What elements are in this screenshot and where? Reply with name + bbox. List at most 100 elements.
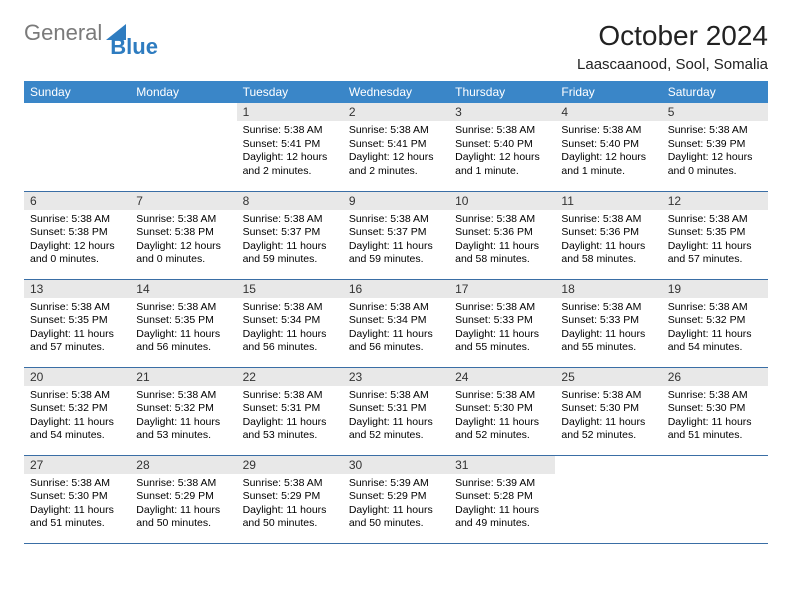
logo-text-blue: Blue [110,34,158,60]
sunrise-line: Sunrise: 5:38 AM [243,124,337,138]
sunrise-line: Sunrise: 5:38 AM [561,124,655,138]
calendar-cell: 20Sunrise: 5:38 AMSunset: 5:32 PMDayligh… [24,367,130,455]
calendar-cell: 13Sunrise: 5:38 AMSunset: 5:35 PMDayligh… [24,279,130,367]
sunrise-line: Sunrise: 5:38 AM [561,213,655,227]
sunset-line: Sunset: 5:40 PM [561,138,655,152]
day-body: Sunrise: 5:38 AMSunset: 5:41 PMDaylight:… [343,121,449,185]
daylight-line: Daylight: 11 hours and 52 minutes. [349,416,443,443]
day-body: Sunrise: 5:38 AMSunset: 5:40 PMDaylight:… [555,121,661,185]
weekday-header: Monday [130,81,236,103]
weekday-header: Wednesday [343,81,449,103]
sunset-line: Sunset: 5:37 PM [349,226,443,240]
sunset-line: Sunset: 5:33 PM [561,314,655,328]
sunset-line: Sunset: 5:32 PM [136,402,230,416]
sunrise-line: Sunrise: 5:38 AM [455,124,549,138]
daylight-line: Daylight: 11 hours and 56 minutes. [136,328,230,355]
calendar-cell: 3Sunrise: 5:38 AMSunset: 5:40 PMDaylight… [449,103,555,191]
daylight-line: Daylight: 12 hours and 0 minutes. [30,240,124,267]
sunrise-line: Sunrise: 5:38 AM [455,389,549,403]
calendar-cell [130,103,236,191]
day-number: 16 [343,280,449,298]
day-number: 2 [343,103,449,121]
sunset-line: Sunset: 5:40 PM [455,138,549,152]
daylight-line: Daylight: 12 hours and 1 minute. [455,151,549,178]
sunset-line: Sunset: 5:31 PM [349,402,443,416]
sunset-line: Sunset: 5:30 PM [455,402,549,416]
calendar-cell: 21Sunrise: 5:38 AMSunset: 5:32 PMDayligh… [130,367,236,455]
sunrise-line: Sunrise: 5:38 AM [243,213,337,227]
daylight-line: Daylight: 11 hours and 55 minutes. [561,328,655,355]
sunrise-line: Sunrise: 5:38 AM [243,389,337,403]
daylight-line: Daylight: 11 hours and 58 minutes. [455,240,549,267]
day-body: Sunrise: 5:38 AMSunset: 5:30 PMDaylight:… [24,474,130,538]
sunrise-line: Sunrise: 5:38 AM [136,389,230,403]
sunrise-line: Sunrise: 5:38 AM [561,301,655,315]
sunset-line: Sunset: 5:36 PM [561,226,655,240]
calendar-row: 20Sunrise: 5:38 AMSunset: 5:32 PMDayligh… [24,367,768,455]
calendar-cell: 27Sunrise: 5:38 AMSunset: 5:30 PMDayligh… [24,455,130,543]
logo: General Blue [24,20,158,46]
sunset-line: Sunset: 5:30 PM [668,402,762,416]
day-number: 11 [555,192,661,210]
sunrise-line: Sunrise: 5:38 AM [30,301,124,315]
sunrise-line: Sunrise: 5:38 AM [349,301,443,315]
sunset-line: Sunset: 5:37 PM [243,226,337,240]
day-number: 28 [130,456,236,474]
daylight-line: Daylight: 11 hours and 50 minutes. [136,504,230,531]
day-number: 25 [555,368,661,386]
calendar-cell: 30Sunrise: 5:39 AMSunset: 5:29 PMDayligh… [343,455,449,543]
daylight-line: Daylight: 11 hours and 59 minutes. [349,240,443,267]
daylight-line: Daylight: 11 hours and 51 minutes. [30,504,124,531]
day-body: Sunrise: 5:38 AMSunset: 5:40 PMDaylight:… [449,121,555,185]
weekday-header: Thursday [449,81,555,103]
calendar-cell: 28Sunrise: 5:38 AMSunset: 5:29 PMDayligh… [130,455,236,543]
sunset-line: Sunset: 5:35 PM [30,314,124,328]
sunset-line: Sunset: 5:34 PM [349,314,443,328]
day-number: 30 [343,456,449,474]
day-body: Sunrise: 5:38 AMSunset: 5:38 PMDaylight:… [24,210,130,274]
day-body: Sunrise: 5:38 AMSunset: 5:38 PMDaylight:… [130,210,236,274]
daylight-line: Daylight: 11 hours and 53 minutes. [136,416,230,443]
daylight-line: Daylight: 11 hours and 54 minutes. [668,328,762,355]
sunrise-line: Sunrise: 5:38 AM [668,389,762,403]
day-body: Sunrise: 5:38 AMSunset: 5:32 PMDaylight:… [662,298,768,362]
calendar-cell: 1Sunrise: 5:38 AMSunset: 5:41 PMDaylight… [237,103,343,191]
calendar-cell: 22Sunrise: 5:38 AMSunset: 5:31 PMDayligh… [237,367,343,455]
calendar-row: 1Sunrise: 5:38 AMSunset: 5:41 PMDaylight… [24,103,768,191]
calendar-cell: 19Sunrise: 5:38 AMSunset: 5:32 PMDayligh… [662,279,768,367]
day-body: Sunrise: 5:38 AMSunset: 5:30 PMDaylight:… [555,386,661,450]
calendar-cell: 29Sunrise: 5:38 AMSunset: 5:29 PMDayligh… [237,455,343,543]
location: Laascaanood, Sool, Somalia [577,56,768,73]
sunrise-line: Sunrise: 5:38 AM [30,477,124,491]
sunrise-line: Sunrise: 5:38 AM [349,213,443,227]
sunset-line: Sunset: 5:32 PM [30,402,124,416]
calendar-cell: 24Sunrise: 5:38 AMSunset: 5:30 PMDayligh… [449,367,555,455]
weekday-header: Sunday [24,81,130,103]
sunrise-line: Sunrise: 5:38 AM [455,213,549,227]
sunset-line: Sunset: 5:35 PM [668,226,762,240]
day-number: 19 [662,280,768,298]
day-number: 23 [343,368,449,386]
daylight-line: Daylight: 12 hours and 2 minutes. [349,151,443,178]
day-body: Sunrise: 5:38 AMSunset: 5:37 PMDaylight:… [237,210,343,274]
title-block: October 2024 Laascaanood, Sool, Somalia [577,20,768,73]
daylight-line: Daylight: 11 hours and 57 minutes. [668,240,762,267]
calendar-row: 13Sunrise: 5:38 AMSunset: 5:35 PMDayligh… [24,279,768,367]
sunset-line: Sunset: 5:38 PM [136,226,230,240]
sunset-line: Sunset: 5:33 PM [455,314,549,328]
calendar-cell [24,103,130,191]
sunset-line: Sunset: 5:30 PM [561,402,655,416]
daylight-line: Daylight: 11 hours and 49 minutes. [455,504,549,531]
calendar-cell: 6Sunrise: 5:38 AMSunset: 5:38 PMDaylight… [24,191,130,279]
day-number: 8 [237,192,343,210]
sunset-line: Sunset: 5:34 PM [243,314,337,328]
day-number: 4 [555,103,661,121]
sunrise-line: Sunrise: 5:38 AM [455,301,549,315]
weekday-header: Friday [555,81,661,103]
sunrise-line: Sunrise: 5:38 AM [668,213,762,227]
daylight-line: Daylight: 11 hours and 53 minutes. [243,416,337,443]
daylight-line: Daylight: 11 hours and 57 minutes. [30,328,124,355]
day-body: Sunrise: 5:38 AMSunset: 5:33 PMDaylight:… [449,298,555,362]
logo-text-general: General [24,20,102,46]
day-number: 10 [449,192,555,210]
